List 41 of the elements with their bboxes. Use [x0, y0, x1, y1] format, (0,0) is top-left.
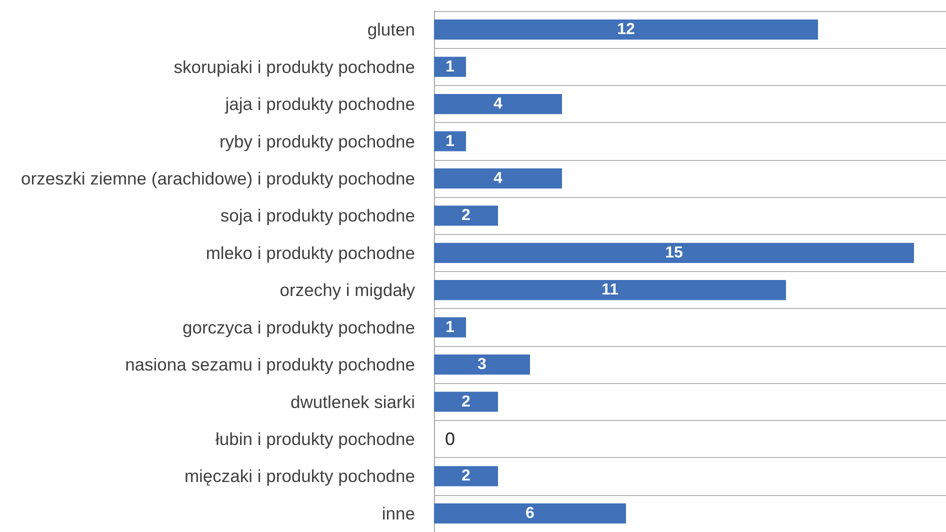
bar — [434, 94, 562, 114]
bar — [434, 317, 466, 338]
data-label: 1 — [446, 318, 455, 336]
y-tick-label: mleko i produkty pochodne — [206, 242, 415, 263]
bar — [434, 466, 498, 486]
y-tick-label: soja i produkty pochodne — [220, 206, 415, 226]
bar — [434, 20, 818, 40]
y-tick-label: orzechy i migdały — [280, 280, 416, 300]
data-label: 12 — [617, 21, 635, 38]
data-label: 11 — [602, 282, 619, 299]
y-tick-label: łubin i produkty pochodne — [216, 428, 415, 449]
bar — [434, 131, 466, 152]
data-label: 1 — [446, 58, 455, 76]
y-tick-label: dwutlenek siarki — [290, 392, 415, 412]
y-tick-label: orzeszki ziemne (arachidowe) i produkty pochodne — [21, 168, 415, 188]
data-label: 0 — [445, 428, 456, 449]
data-label: 2 — [462, 393, 471, 410]
data-label: 2 — [462, 207, 471, 224]
bar — [434, 280, 786, 300]
y-tick-label: gluten — [367, 20, 415, 40]
bar — [434, 503, 626, 524]
bar — [434, 168, 562, 189]
data-label: 4 — [494, 96, 503, 113]
bar — [434, 56, 466, 77]
data-label: 15 — [665, 244, 683, 262]
y-tick-label: mięczaki i produkty pochodne — [184, 466, 415, 486]
data-label: 2 — [462, 468, 471, 485]
y-tick-label: inne — [382, 503, 415, 524]
data-label: 3 — [478, 356, 487, 374]
data-label: 6 — [526, 504, 535, 522]
data-label: 4 — [494, 170, 503, 187]
y-tick-label: skorupiaki i produkty pochodne — [174, 56, 415, 77]
bar — [434, 206, 498, 226]
bar — [434, 392, 498, 412]
data-label: 1 — [446, 132, 455, 150]
y-tick-label: ryby i produkty pochodne — [219, 131, 415, 152]
bar — [434, 242, 914, 263]
y-tick-label: nasiona sezamu i produkty pochodne — [125, 354, 415, 375]
bar — [434, 354, 530, 375]
y-tick-label: gorczyca i produkty pochodne — [182, 317, 415, 338]
y-tick-label: jaja i produkty pochodne — [224, 94, 415, 114]
